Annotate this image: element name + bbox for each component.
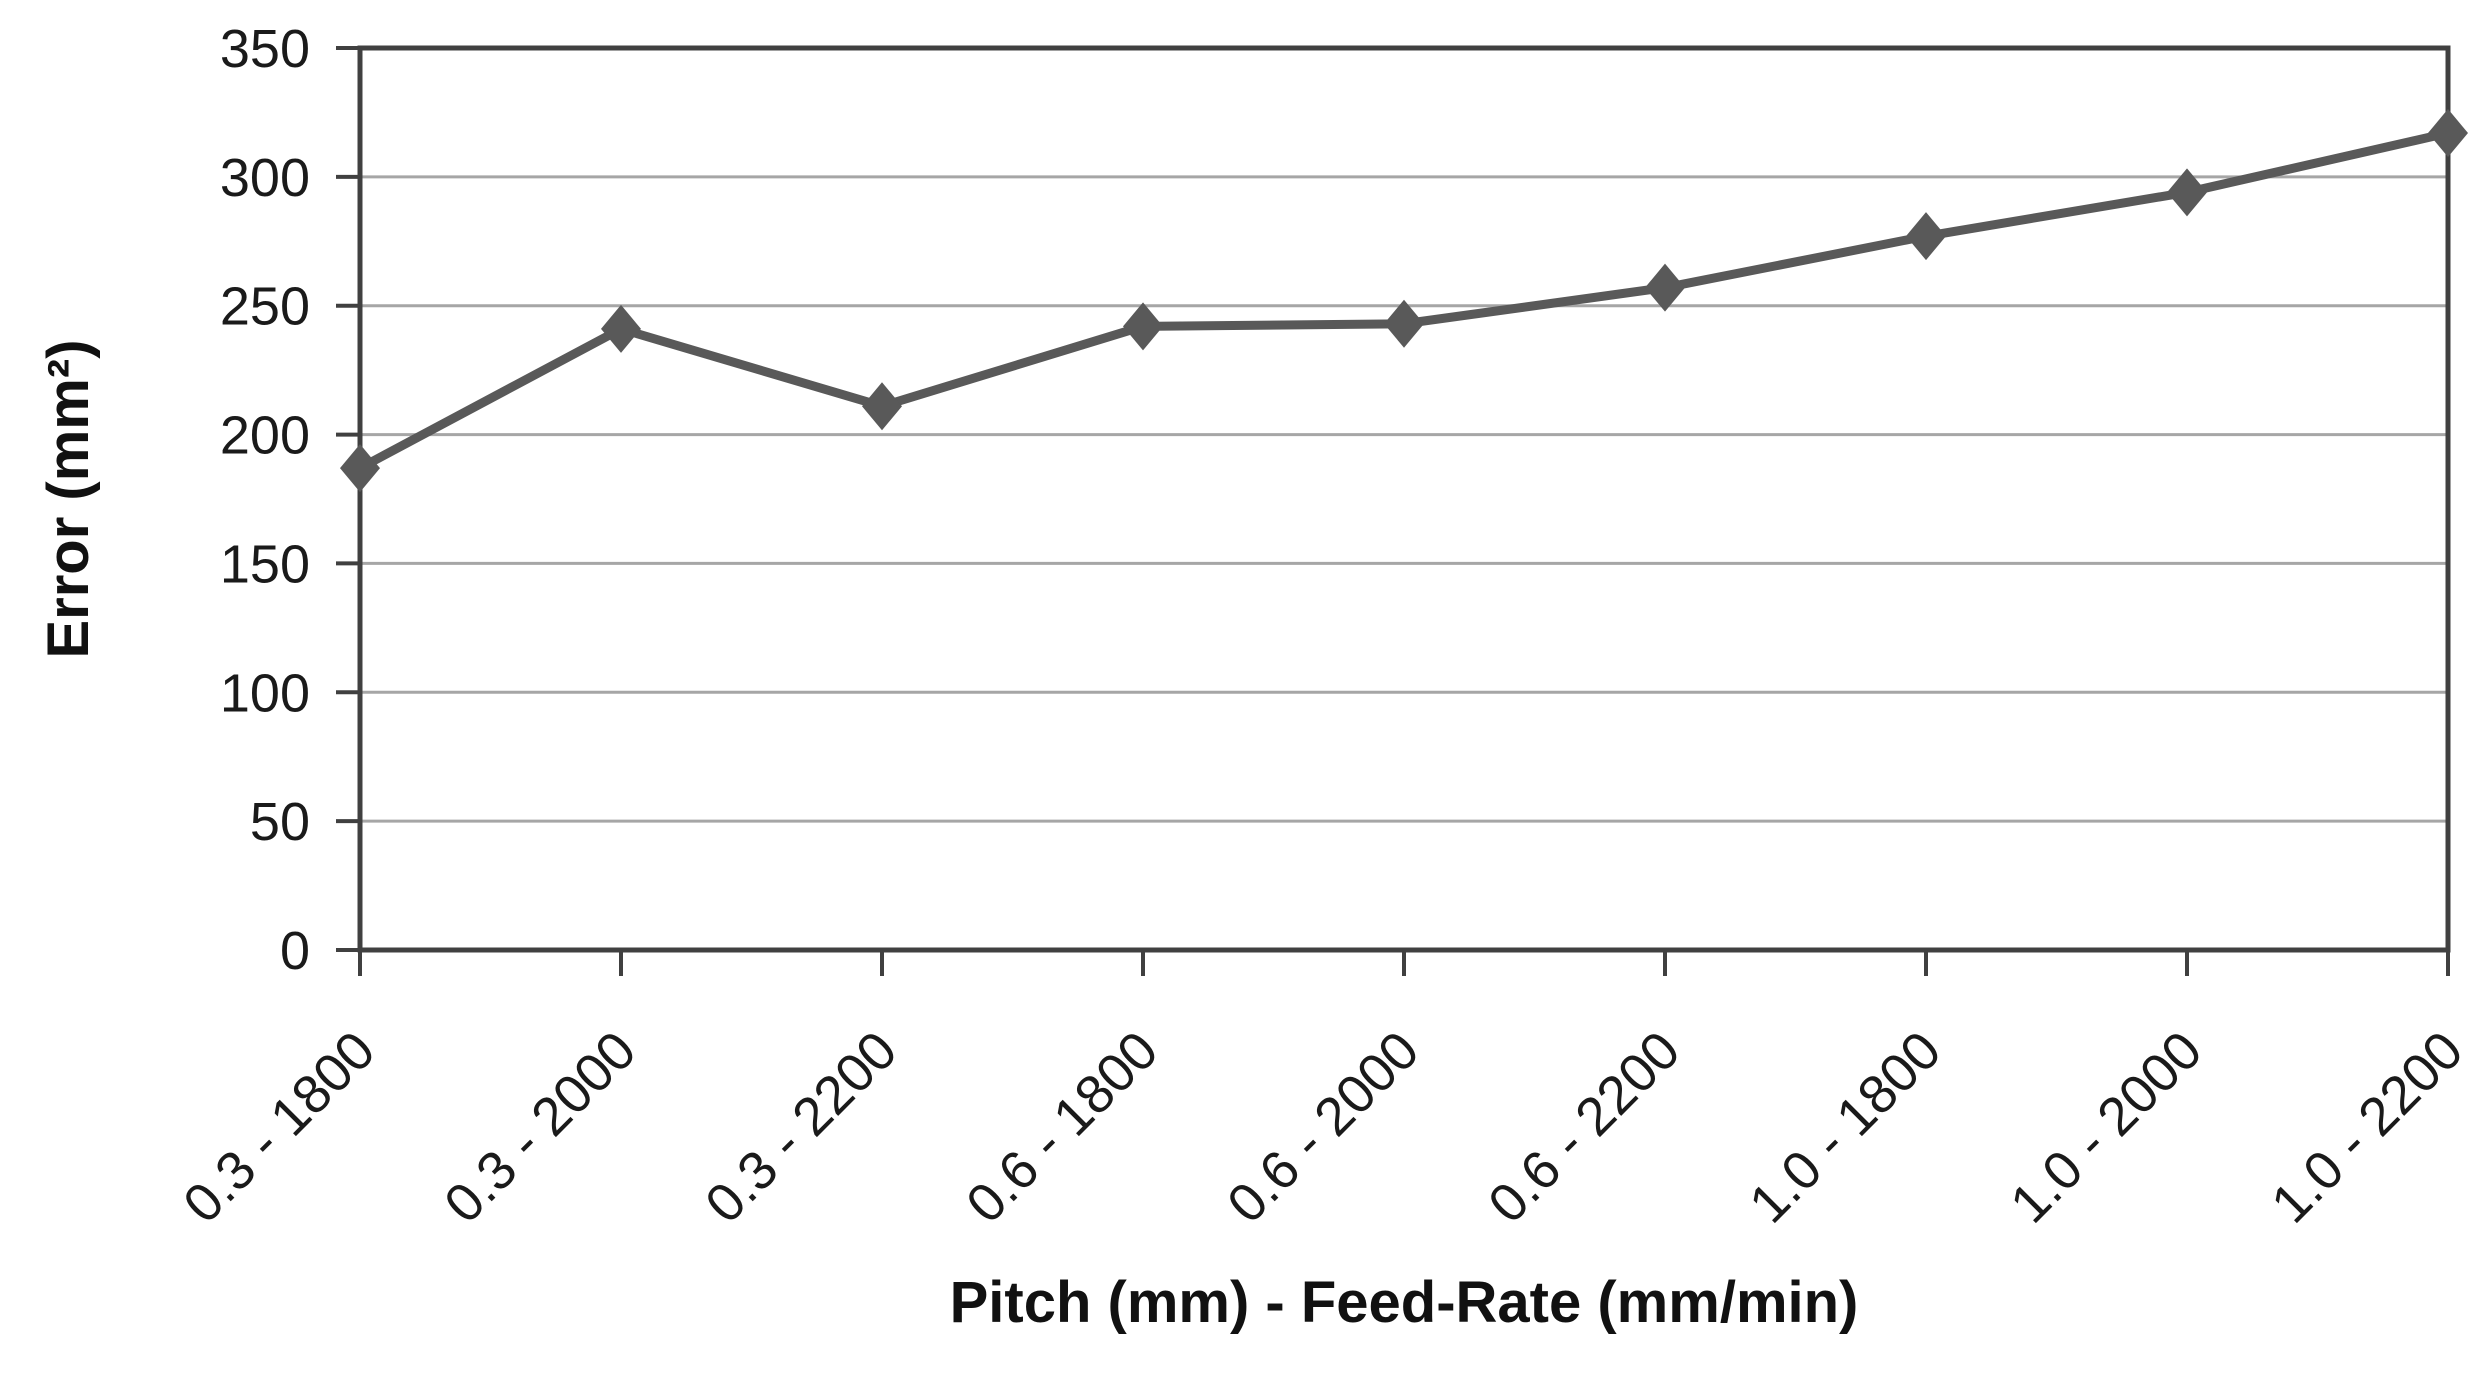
series-group — [340, 109, 2468, 493]
y-tick-label: 100 — [220, 663, 310, 723]
x-tick-label: 0.3 - 2000 — [433, 1020, 647, 1234]
data-point-marker — [2428, 109, 2468, 158]
y-tick-label: 0 — [280, 921, 310, 981]
y-tick-label: 50 — [250, 792, 310, 852]
axis-ticks-group — [336, 46, 2450, 976]
plot-border — [357, 45, 2451, 953]
data-point-marker — [601, 304, 641, 353]
data-point-marker — [2167, 168, 2207, 217]
x-tick-label: 0.3 - 2200 — [694, 1020, 908, 1234]
plot-border-group — [357, 45, 2451, 953]
data-point-marker — [1645, 263, 1685, 312]
x-tick-labels-group: 0.3 - 1800 0.3 - 2000 0.3 - 2200 0.6 - 1800… — [172, 1020, 2474, 1234]
data-point-marker — [862, 382, 902, 431]
data-point-marker — [1906, 212, 1946, 261]
y-tick-label: 350 — [220, 19, 310, 79]
x-axis-title: Pitch (mm) - Feed-Rate (mm/min) — [950, 1270, 1859, 1335]
x-tick-label: 1.0 - 2000 — [1999, 1020, 2213, 1234]
gridlines-group — [360, 175, 2448, 823]
y-tick-labels-group: 0 50 100 150 200 250 300 350 — [220, 19, 310, 981]
data-point-marker — [1123, 302, 1163, 351]
y-axis-title: Error (mm²) — [36, 339, 101, 658]
y-tick-label: 250 — [220, 277, 310, 337]
y-tick-label: 150 — [220, 534, 310, 594]
data-point-marker — [340, 444, 380, 493]
data-point-marker — [1384, 299, 1424, 348]
x-tick-label: 1.0 - 1800 — [1738, 1020, 1952, 1234]
x-tick-label: 0.6 - 2200 — [1477, 1020, 1691, 1234]
y-tick-label: 300 — [220, 148, 310, 208]
y-tick-label: 200 — [220, 406, 310, 466]
x-tick-label: 0.6 - 2000 — [1216, 1020, 1430, 1234]
x-tick-label: 1.0 - 2200 — [2260, 1020, 2474, 1234]
x-tick-label: 0.3 - 1800 — [172, 1020, 386, 1234]
x-tick-label: 0.6 - 1800 — [955, 1020, 1169, 1234]
